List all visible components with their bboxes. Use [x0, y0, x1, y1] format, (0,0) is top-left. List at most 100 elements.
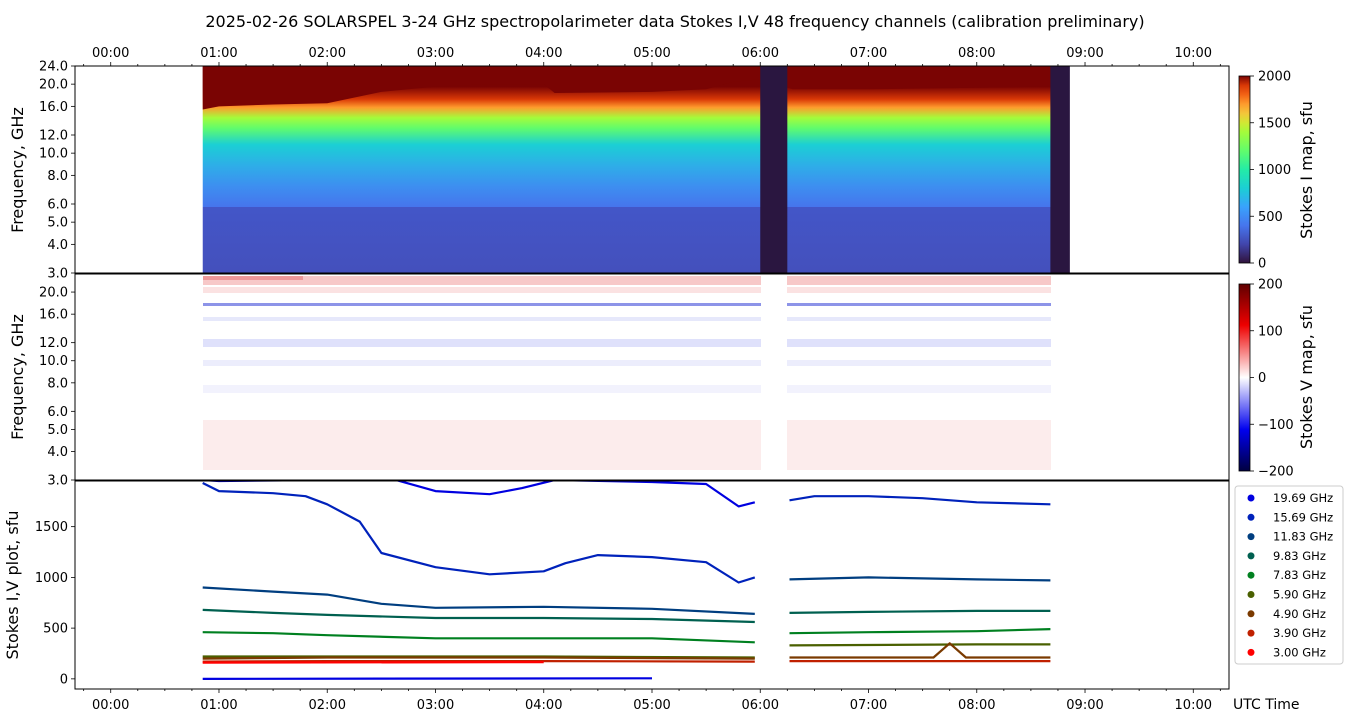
- top-time-tick-label: 07:00: [850, 46, 887, 61]
- stokes-i-ylabel: Frequency, GHz: [8, 107, 27, 233]
- legend-items: 19.69 GHz 15.69 GHz 11.83 GHz 9.83 GHz 7.83 …: [1247, 491, 1333, 659]
- series-line-stokes-v: [202, 677, 653, 681]
- stokes-i-heatmap-body: [202, 66, 1069, 273]
- legend-marker: [1247, 552, 1255, 560]
- y-tick-label: 16.0: [39, 100, 68, 115]
- stokes-v-colorbar-scale: [1238, 283, 1251, 472]
- colorbar-tick-label: 500: [1258, 210, 1283, 225]
- stokes-i-colorbar-ticks: 0 500 1000 1500 2000: [1250, 70, 1291, 272]
- stokes-v-ylabel: Frequency, GHz: [8, 314, 27, 440]
- bottom-time-tick-label: 02:00: [309, 698, 346, 713]
- y-tick-label: 6.0: [47, 198, 68, 213]
- y-tick-label: 20.0: [39, 286, 68, 301]
- stokes-i-saturation-region: [202, 66, 1051, 110]
- legend-marker: [1247, 591, 1255, 598]
- series-line-7-83-ghz: [789, 628, 1051, 635]
- bottom-time-tick-label: 04:00: [525, 698, 562, 713]
- y-tick-label: 5.0: [47, 423, 68, 438]
- bottom-time-tick-label: 08:00: [958, 698, 995, 713]
- top-time-tick-label: 08:00: [958, 46, 995, 61]
- top-time-tick-label: 00:00: [92, 46, 129, 61]
- series-line-11-83-ghz: [789, 576, 1051, 582]
- series-line-11-83-ghz: [202, 586, 755, 615]
- top-time-tick-label: 10:00: [1175, 46, 1212, 61]
- legend-label: 9.83 GHz: [1273, 549, 1326, 563]
- stokes-v-band-8ghz: [203, 385, 1051, 393]
- stokes-v-band-12ghz: [203, 339, 1051, 347]
- stokes-v-colorbar-ticks: −200 −100 0 100 200: [1250, 278, 1294, 480]
- stokes-plot-ylabel: Stokes I,V plot, sfu: [3, 511, 22, 660]
- bottom-time-tick-label: 07:00: [850, 698, 887, 713]
- stokes-v-gap: [761, 274, 787, 480]
- stokes-v-band-peak: [203, 276, 303, 280]
- top-time-tick-label: 01:00: [200, 46, 237, 61]
- y-tick-label: 12.0: [39, 336, 68, 351]
- y-tick-label: 12.0: [39, 129, 68, 144]
- legend-label: 4.90 GHz: [1273, 607, 1326, 621]
- stokes-i-y-axis: 3.0 4.0 5.0 6.0 8.0 10.0 12.0 16.0 20.0 24.0: [39, 60, 75, 282]
- legend-marker: [1247, 513, 1255, 521]
- bottom-time-tick-label: 09:00: [1066, 698, 1103, 713]
- bottom-time-axis: 00:00 01:00 02:00 03:00 04:00 05:00 06:00 07:00…: [83, 689, 1221, 713]
- series-line-15-69-ghz: [789, 495, 1051, 506]
- legend: 19.69 GHz 15.69 GHz 11.83 GHz 9.83 GHz 7.83 …: [1234, 485, 1344, 665]
- y-tick-label: 10.0: [39, 147, 68, 162]
- stokes-v-axes-frame: [74, 273, 1230, 481]
- figure-title: 2025-02-26 SOLARSPEL 3-24 GHz spectropol…: [205, 12, 1144, 31]
- stokes-i-heatmap: [202, 66, 1070, 273]
- top-time-axis: 00:00 01:00 02:00 03:00 04:00 05:00 06:00 07:00…: [83, 46, 1221, 66]
- y-tick-label: 500: [43, 622, 68, 637]
- series-line-9-83-ghz: [202, 608, 755, 624]
- legend-box: [1234, 485, 1344, 665]
- legend-label: 15.69 GHz: [1273, 510, 1333, 524]
- series-line-19-69-ghz: [202, 481, 756, 508]
- stokes-plot-y-axis: 0 500 1000 1500: [35, 520, 75, 687]
- stokes-v-band-high: [203, 276, 1051, 285]
- top-time-tick-label: 03:00: [417, 46, 454, 61]
- y-tick-label: 3.0: [47, 267, 68, 282]
- y-tick-label: 8.0: [47, 169, 68, 184]
- bottom-time-tick-label: 01:00: [200, 698, 237, 713]
- legend-label: 3.00 GHz: [1273, 645, 1326, 659]
- top-time-tick-label: 02:00: [309, 46, 346, 61]
- legend-label: 5.90 GHz: [1273, 588, 1326, 602]
- legend-marker: [1247, 610, 1255, 618]
- y-tick-label: 24.0: [39, 60, 68, 75]
- stokes-v-band-low: [203, 420, 1051, 470]
- stokes-v-band-16ghz: [203, 317, 1051, 321]
- colorbar-tick-label: −100: [1258, 418, 1294, 433]
- bottom-time-tick-label: 06:00: [742, 698, 779, 713]
- y-tick-label: 10.0: [39, 354, 68, 369]
- stokes-v-colorbar-label: Stokes V map, sfu: [1297, 305, 1316, 449]
- stokes-v-band-20ghz: [203, 287, 1051, 293]
- colorbar-tick-label: 100: [1258, 324, 1283, 339]
- legend-label: 3.90 GHz: [1273, 626, 1326, 640]
- y-tick-label: 1500: [35, 520, 68, 535]
- stokes-i-colorbar-label: Stokes I map, sfu: [1297, 101, 1316, 239]
- bottom-time-tick-label: 00:00: [92, 698, 129, 713]
- colorbar-tick-label: 0: [1258, 371, 1266, 386]
- legend-label: 11.83 GHz: [1273, 530, 1333, 544]
- top-time-tick-label: 06:00: [742, 46, 779, 61]
- colorbar-tick-label: 1000: [1258, 163, 1291, 178]
- stokes-v-heatmap: [203, 274, 1051, 480]
- colorbar-tick-label: 0: [1258, 257, 1266, 272]
- stokes-v-band-18ghz: [203, 303, 1051, 306]
- colorbar-tick-label: 2000: [1258, 70, 1291, 85]
- stokes-plot-panel: 0 500 1000 1500 00:00 01:00 02:00 03:00 04:00 0 5…: [3, 480, 1299, 713]
- y-tick-label: 0: [60, 672, 68, 687]
- series-line-4-90-ghz: [202, 656, 755, 660]
- legend-label: 19.69 GHz: [1273, 491, 1333, 505]
- stokes-v-band-10ghz: [203, 360, 1051, 366]
- colorbar-tick-label: 200: [1258, 278, 1283, 293]
- stokes-v-y-axis: 3.0 4.0 5.0 6.0 8.0 10.0 12.0 16.0 20.0: [39, 286, 75, 489]
- y-tick-label: 1000: [35, 571, 68, 586]
- stokes-plot-lines: [202, 481, 1051, 681]
- series-line-5-90-ghz: [789, 643, 1051, 647]
- y-tick-label: 16.0: [39, 308, 68, 323]
- series-line-3-00-ghz: [202, 660, 544, 664]
- stokes-i-map-panel: 00:00 01:00 02:00 03:00 04:00 05:00 06:00 07:00…: [8, 46, 1230, 282]
- y-tick-label: 8.0: [47, 376, 68, 391]
- y-tick-label: 3.0: [47, 474, 68, 489]
- bottom-time-tick-label: 03:00: [417, 698, 454, 713]
